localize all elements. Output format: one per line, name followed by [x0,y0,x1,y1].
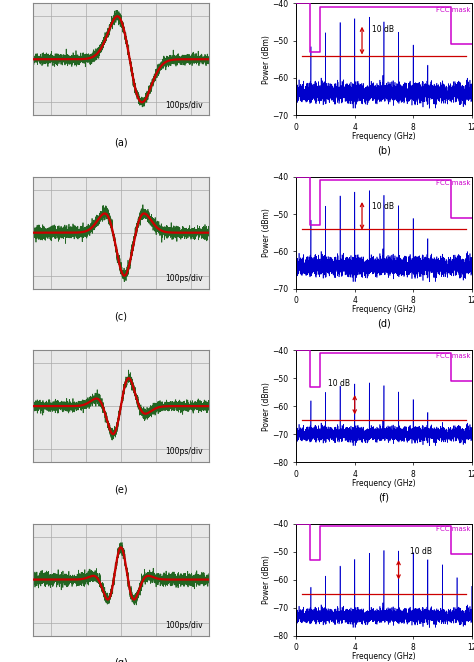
Text: 10 dB: 10 dB [410,547,432,556]
Text: Frequency (GHz): Frequency (GHz) [352,132,416,141]
Text: FCC mask: FCC mask [436,353,470,359]
Text: 100ps/div: 100ps/div [166,621,203,630]
Text: (g): (g) [114,658,128,662]
Y-axis label: Power (dBm): Power (dBm) [262,555,271,604]
Text: (a): (a) [114,138,128,148]
Text: 10 dB: 10 dB [372,25,394,34]
Text: FCC mask: FCC mask [436,181,470,187]
Y-axis label: Power (dBm): Power (dBm) [262,382,271,430]
Text: (b): (b) [377,146,391,156]
Text: (d): (d) [377,319,391,329]
Text: (f): (f) [378,493,390,502]
Y-axis label: Power (dBm): Power (dBm) [262,35,271,83]
Text: 100ps/div: 100ps/div [166,101,203,110]
Text: FCC mask: FCC mask [436,526,470,532]
Text: (c): (c) [114,311,128,321]
Text: FCC mask: FCC mask [436,7,470,13]
Y-axis label: Power (dBm): Power (dBm) [262,209,271,257]
Text: Frequency (GHz): Frequency (GHz) [352,305,416,314]
Text: Frequency (GHz): Frequency (GHz) [352,652,416,661]
Text: 100ps/div: 100ps/div [166,448,203,457]
Text: Frequency (GHz): Frequency (GHz) [352,479,416,488]
Text: 100ps/div: 100ps/div [166,274,203,283]
Text: (e): (e) [114,485,128,495]
Text: 10 dB: 10 dB [372,202,394,211]
Text: 10 dB: 10 dB [328,379,350,388]
